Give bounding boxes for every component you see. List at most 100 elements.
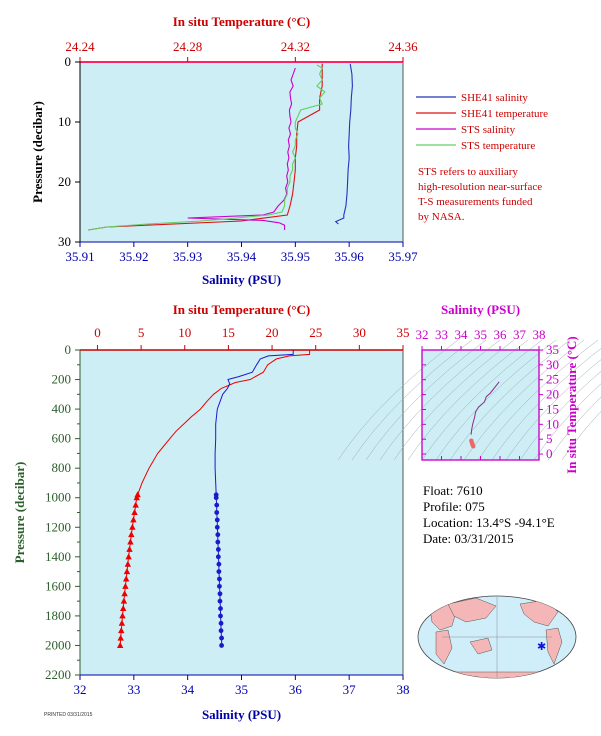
location: Location: 13.4°S -94.1°E — [423, 515, 555, 530]
right-tick-label: 35 — [546, 342, 559, 357]
data-point-triangle — [132, 501, 139, 508]
legend-label: STS temperature — [461, 140, 535, 152]
top-tick-label: 24.28 — [173, 39, 202, 54]
left-axis-title: Pressure (decibar) — [12, 462, 27, 564]
bottom-tick-label: 32 — [74, 682, 87, 697]
bottom-tick-label: 35.97 — [388, 249, 418, 264]
top-axis-title: Salinity (PSU) — [441, 302, 520, 317]
plot-area — [79, 349, 404, 676]
data-point-circle — [218, 613, 223, 619]
upper-chart: 24.24 24.28 24.32 24.36 35.91 35.92 35.93 35.94… — [30, 14, 418, 287]
plot-area — [79, 61, 404, 243]
density-contour — [407, 339, 529, 461]
series-line — [334, 63, 353, 225]
left-tick-label: 600 — [52, 431, 72, 446]
left-tick-label: 1400 — [45, 549, 71, 564]
data-point-triangle — [117, 634, 124, 641]
legend-label: SHE41 temperature — [461, 108, 548, 120]
bottom-tick-label: 35.91 — [65, 249, 94, 264]
right-axis-title: In situ Temperature (°C) — [564, 336, 579, 474]
density-contour — [365, 339, 487, 461]
top-tick-label: 0 — [94, 325, 101, 340]
right-tick-label: 30 — [546, 357, 559, 372]
density-contour — [449, 339, 571, 461]
density-contour — [351, 339, 473, 461]
legend-label: SHE41 salinity — [461, 92, 528, 104]
data-point-circle — [214, 502, 220, 508]
data-point-triangle — [130, 516, 137, 523]
data-point-triangle — [120, 597, 128, 604]
land-asia — [447, 597, 497, 623]
data-point-circle — [215, 532, 221, 538]
land-africa-south — [435, 629, 453, 665]
top-tick-label: 33 — [435, 327, 448, 342]
data-point-triangle — [125, 553, 132, 560]
series-line — [187, 67, 296, 230]
bottom-tick-label: 37 — [343, 682, 357, 697]
density-contour — [533, 383, 601, 461]
legend-item: SHE41 temperature — [416, 108, 548, 120]
data-point-triangle — [128, 531, 135, 538]
density-contour — [435, 339, 557, 461]
top-tick-label: 36 — [494, 327, 508, 342]
density-contour — [519, 371, 601, 461]
data-point-circle — [215, 554, 221, 560]
legend-item: STS salinity — [416, 124, 516, 136]
data-point-circle — [214, 510, 220, 515]
right-tick-label: 25 — [546, 372, 559, 387]
top-tick-label: 5 — [138, 325, 145, 340]
data-point-circle — [213, 495, 219, 501]
top-tick-label: 10 — [178, 325, 191, 340]
left-tick-label: 20 — [58, 174, 71, 189]
left-tick-label: 400 — [52, 401, 72, 416]
right-tick-label: 0 — [546, 446, 553, 461]
bottom-tick-label: 34 — [181, 682, 195, 697]
left-tick-label: 10 — [58, 114, 71, 129]
bottom-tick-label: 35.95 — [281, 249, 310, 264]
data-point-triangle — [121, 590, 128, 597]
left-axis-title: Pressure (decibar) — [30, 101, 45, 203]
density-contour — [505, 359, 601, 461]
density-contour — [379, 339, 501, 461]
top-tick-label: 35 — [474, 327, 487, 342]
float-position-marker: ✱ — [537, 640, 546, 653]
right-tick-label: 20 — [546, 387, 559, 402]
data-point-triangle — [131, 509, 138, 515]
series-line — [470, 381, 500, 435]
top-tick-label: 24.24 — [65, 39, 95, 54]
data-point-circle — [219, 643, 224, 648]
note-line: high-resolution near-surface — [418, 181, 542, 193]
right-tick-label: 10 — [546, 416, 559, 431]
left-tick-label: 30 — [58, 234, 71, 249]
left-tick-label: 2000 — [45, 637, 71, 652]
data-point-circle — [218, 628, 224, 634]
bottom-tick-label: 35.96 — [335, 249, 365, 264]
legend: SHE41 salinity SHE41 temperature STS sal… — [416, 92, 548, 152]
data-point-circle — [215, 539, 221, 545]
data-point-triangle — [122, 575, 130, 582]
data-point-triangle — [127, 538, 134, 545]
data-point-circle — [217, 583, 222, 589]
data-point-circle — [218, 620, 224, 626]
density-contour — [393, 339, 515, 461]
note-line: T-S measurements funded — [418, 196, 533, 208]
bottom-tick-label: 33 — [127, 682, 140, 697]
left-tick-label: 2200 — [45, 667, 71, 682]
density-contour — [477, 339, 599, 461]
left-tick-label: 200 — [52, 372, 72, 387]
top-axis-title: In situ Temperature (°C) — [173, 14, 311, 29]
top-tick-label: 15 — [222, 325, 235, 340]
data-point-triangle — [118, 627, 125, 634]
top-axis-title: In situ Temperature (°C) — [173, 302, 311, 317]
profile-date: Date: 03/31/2015 — [423, 531, 514, 546]
bottom-tick-label: 35.93 — [173, 249, 202, 264]
density-contour — [421, 339, 543, 461]
float-id: Float: 7610 — [423, 483, 483, 498]
profile-number: Profile: 075 — [423, 499, 485, 514]
data-point-triangle — [123, 568, 131, 575]
top-tick-label: 30 — [353, 325, 366, 340]
float-info: Float: 7610 Profile: 075 Location: 13.4°… — [423, 483, 555, 546]
top-tick-label: 38 — [533, 327, 546, 342]
